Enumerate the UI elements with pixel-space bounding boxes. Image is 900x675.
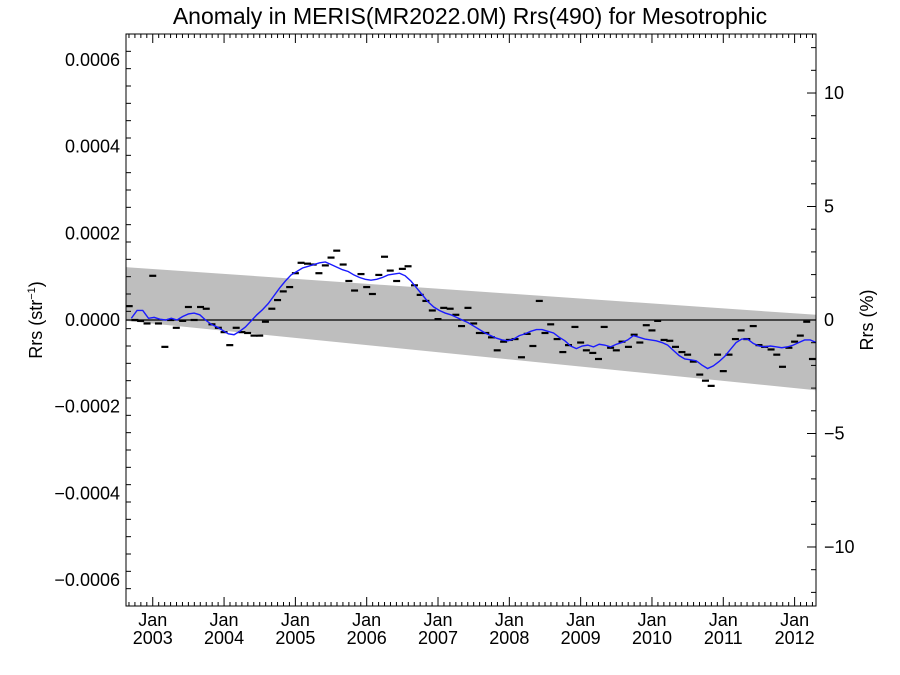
y-right-tick-label: 5 bbox=[824, 197, 834, 217]
y-left-tick-label: −0.0002 bbox=[54, 397, 120, 417]
x-tick-year-label: 2012 bbox=[775, 628, 815, 648]
y-right-tick-label: −5 bbox=[824, 423, 845, 443]
x-tick-month-label: Jan bbox=[495, 610, 524, 630]
x-tick-year-label: 2008 bbox=[489, 628, 529, 648]
x-tick-year-label: 2010 bbox=[632, 628, 672, 648]
y-left-tick-label: −0.0004 bbox=[54, 483, 120, 503]
y-left-tick-label: 0.0000 bbox=[65, 310, 120, 330]
plot-area bbox=[125, 249, 817, 391]
y-right-tick-label: 0 bbox=[824, 310, 834, 330]
y-left-tick-label: 0.0006 bbox=[65, 50, 120, 70]
y-left-tick-label: 0.0004 bbox=[65, 137, 120, 157]
x-tick-year-label: 2005 bbox=[275, 628, 315, 648]
axes: 0.0006 0.0004 0.0002 0.0000 −0.0002 −0.0004 −0… bbox=[54, 33, 855, 648]
y-right-tick-label: 10 bbox=[824, 83, 844, 103]
x-tick-month-label: Jan bbox=[423, 610, 452, 630]
x-tick-month-label: Jan bbox=[138, 610, 167, 630]
x-tick-month-label: Jan bbox=[709, 610, 738, 630]
x-tick-year-label: 2009 bbox=[561, 628, 601, 648]
x-tick-year-label: 2011 bbox=[704, 628, 743, 648]
x-tick-month-label: Jan bbox=[780, 610, 809, 630]
trend-band bbox=[126, 267, 816, 391]
x-tick-month-label: Jan bbox=[281, 610, 310, 630]
y-axis-left-label-superscript: −1 bbox=[26, 287, 38, 300]
x-tick-year-label: 2007 bbox=[418, 628, 458, 648]
x-tick-year-label: 2003 bbox=[133, 628, 173, 648]
running-mean-line bbox=[130, 261, 817, 370]
x-tick-month-label: Jan bbox=[637, 610, 666, 630]
x-tick-month-label: Jan bbox=[210, 610, 239, 630]
x-tick-month-label: Jan bbox=[352, 610, 381, 630]
y-axis-right-label: Rrs (%) bbox=[857, 290, 877, 351]
y-axis-left-label-tail: ) bbox=[26, 281, 46, 287]
y-left-tick-label: 0.0002 bbox=[65, 223, 120, 243]
y-left-tick-label: −0.0006 bbox=[54, 570, 120, 590]
y-axis-left-label: Rrs (str−1) bbox=[26, 281, 46, 359]
y-right-tick-label: −10 bbox=[824, 537, 855, 557]
x-tick-year-label: 2004 bbox=[204, 628, 244, 648]
x-tick-month-label: Jan bbox=[566, 610, 595, 630]
chart-title: Anomaly in MERIS(MR2022.0M) Rrs(490) for… bbox=[173, 3, 767, 29]
x-tick-year-label: 2006 bbox=[347, 628, 387, 648]
